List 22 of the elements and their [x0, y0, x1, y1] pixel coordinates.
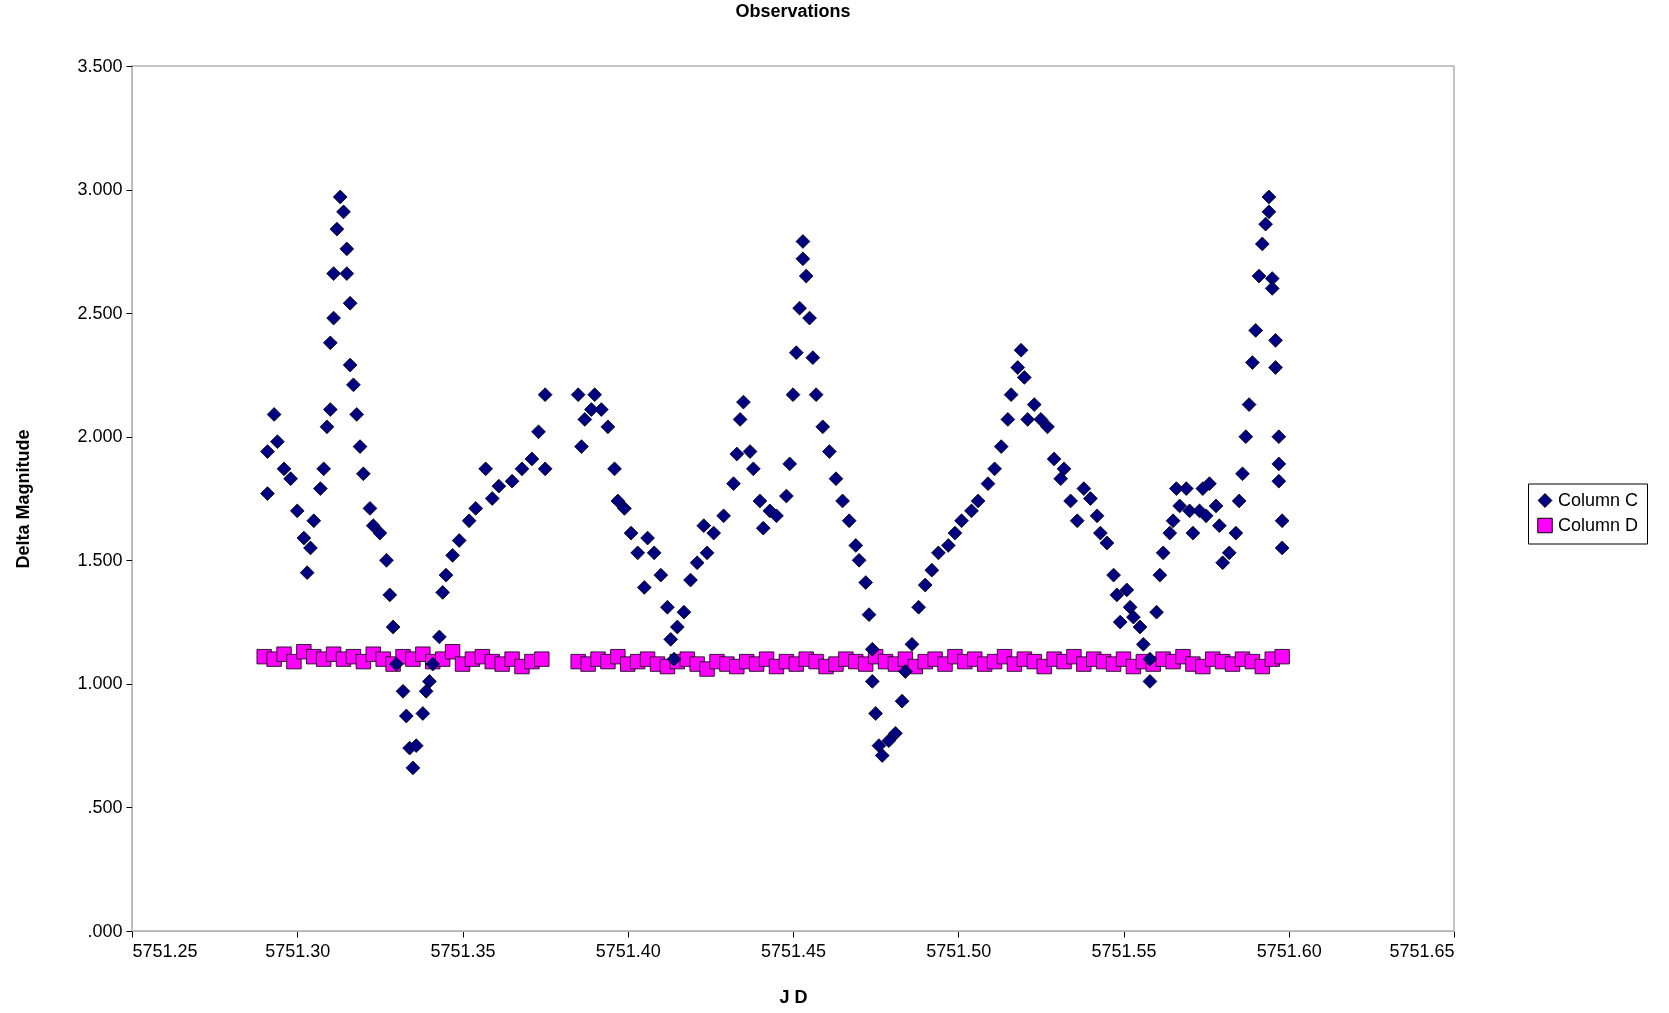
chart-title: Observations	[735, 1, 851, 21]
x-tick-label: 5751.65	[1389, 940, 1455, 961]
y-tick-label: .000	[87, 920, 123, 941]
y-tick-label: 2.500	[77, 302, 123, 323]
legend-label: Column D	[1558, 514, 1639, 535]
x-tick-label: 5751.55	[1091, 940, 1157, 961]
y-tick-label: 2.000	[77, 426, 123, 447]
x-tick-label: 5751.35	[430, 940, 496, 961]
y-tick-label: 3.500	[77, 55, 123, 76]
y-tick-label: 3.000	[77, 179, 123, 200]
x-tick-label: 5751.50	[926, 940, 992, 961]
y-axis-title: Delta Magnitude	[13, 429, 34, 569]
x-tick-label: 5751.40	[595, 940, 661, 961]
x-tick-label: 5751.60	[1256, 940, 1322, 961]
y-tick-label: .500	[87, 796, 123, 817]
x-tick-label: 5751.30	[265, 940, 331, 961]
x-tick-label: 5751.25	[132, 940, 198, 961]
legend-label: Column C	[1558, 489, 1639, 510]
y-tick-label: 1.000	[77, 673, 123, 694]
y-tick-label: 1.500	[77, 549, 123, 570]
x-axis-title: J D	[779, 986, 808, 1007]
x-tick-label: 5751.45	[760, 940, 827, 961]
